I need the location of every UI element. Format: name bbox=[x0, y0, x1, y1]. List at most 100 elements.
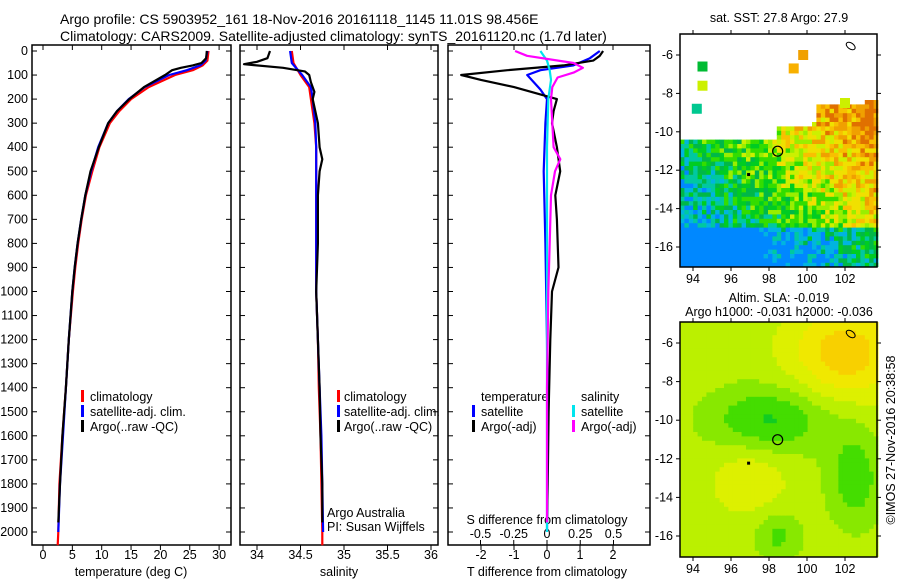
map-cell bbox=[869, 232, 874, 237]
map-cell bbox=[697, 183, 703, 189]
map-cell bbox=[873, 410, 879, 415]
map-cell bbox=[772, 335, 778, 340]
y-tick-label: 300 bbox=[7, 116, 28, 130]
map-cell bbox=[719, 405, 725, 411]
map-cell bbox=[816, 383, 822, 389]
map-cell bbox=[724, 414, 729, 420]
map-cell bbox=[869, 245, 874, 250]
map-cell bbox=[680, 254, 685, 259]
map-cell bbox=[829, 218, 835, 224]
map-cell bbox=[873, 205, 879, 211]
map-cell bbox=[847, 449, 852, 455]
map-lat-tick-label: -6 bbox=[662, 48, 673, 62]
map-cell bbox=[864, 511, 870, 516]
map-cell bbox=[719, 161, 725, 167]
map-cell bbox=[728, 157, 734, 162]
map-cell bbox=[825, 396, 830, 402]
map-cell bbox=[684, 366, 690, 371]
map-cell bbox=[869, 388, 874, 393]
map-cell bbox=[759, 520, 764, 525]
map-cell bbox=[781, 335, 786, 340]
map-cell bbox=[847, 476, 852, 481]
map-cell bbox=[732, 326, 738, 332]
map-cell bbox=[790, 240, 795, 246]
map-cell bbox=[842, 201, 848, 206]
map-cell bbox=[864, 366, 870, 371]
map-cell bbox=[864, 506, 870, 512]
map-cell bbox=[776, 480, 782, 486]
map-cell bbox=[737, 423, 742, 428]
map-cell bbox=[816, 262, 822, 267]
map-cell bbox=[842, 476, 848, 481]
map-cell bbox=[851, 410, 857, 415]
map-cell bbox=[746, 188, 751, 193]
map-cell bbox=[697, 348, 703, 354]
map-cell bbox=[816, 396, 822, 402]
map-cell bbox=[798, 374, 804, 380]
map-cell bbox=[873, 401, 879, 406]
map-cell bbox=[715, 361, 720, 367]
map-cell bbox=[790, 502, 795, 508]
map-cell bbox=[807, 170, 813, 176]
map-cell bbox=[816, 471, 822, 477]
map-cell bbox=[790, 414, 795, 420]
map-cell bbox=[737, 210, 742, 215]
x-tick-label: 15 bbox=[124, 548, 138, 562]
map-cell bbox=[706, 258, 712, 264]
map-cell bbox=[825, 427, 830, 433]
map-cell bbox=[842, 480, 848, 486]
map-cell bbox=[873, 528, 879, 534]
map-cell bbox=[763, 445, 769, 450]
map-cell bbox=[834, 423, 839, 428]
map-cell bbox=[772, 471, 778, 477]
map-cell bbox=[754, 467, 760, 472]
map-cell bbox=[807, 322, 813, 327]
map-cell bbox=[728, 344, 734, 349]
map-cell bbox=[728, 210, 734, 215]
map-cell bbox=[851, 445, 857, 450]
map-cell bbox=[856, 166, 861, 171]
map-cell bbox=[873, 130, 879, 136]
map-cell bbox=[803, 476, 808, 481]
map-cell bbox=[816, 166, 822, 171]
map-cell bbox=[728, 170, 734, 176]
map-cell bbox=[772, 511, 778, 516]
map-cell bbox=[825, 432, 830, 437]
map-cell bbox=[864, 462, 870, 468]
map-cell bbox=[834, 201, 839, 206]
map-cell bbox=[873, 546, 879, 552]
map-cell bbox=[702, 476, 707, 481]
map-cell bbox=[724, 405, 729, 411]
map-cell bbox=[706, 462, 712, 468]
map-cell bbox=[816, 484, 822, 490]
map-cell bbox=[838, 405, 844, 411]
map-cell bbox=[719, 410, 725, 415]
map-cell bbox=[812, 157, 817, 162]
map-cell bbox=[746, 524, 751, 530]
map-cell bbox=[684, 210, 690, 215]
map-cell bbox=[864, 524, 870, 530]
map-cell bbox=[812, 405, 817, 411]
map-cell bbox=[724, 179, 729, 184]
map-cell bbox=[781, 339, 786, 345]
map-cell bbox=[746, 405, 751, 411]
map-cell bbox=[798, 348, 804, 354]
map-cell bbox=[688, 524, 694, 530]
map-cell bbox=[741, 493, 747, 499]
map-cell bbox=[710, 493, 716, 499]
map-cell bbox=[719, 139, 725, 145]
map-cell bbox=[856, 471, 861, 477]
map-cell bbox=[737, 232, 742, 237]
map-cell bbox=[746, 392, 751, 398]
map-cell bbox=[820, 192, 826, 198]
map-cell bbox=[807, 254, 813, 259]
map-cell bbox=[706, 210, 712, 215]
map-cell bbox=[794, 214, 800, 220]
map-cell bbox=[768, 245, 773, 250]
map-cell bbox=[688, 339, 694, 345]
map-cell bbox=[864, 480, 870, 486]
map-cell bbox=[697, 458, 703, 464]
map-cell bbox=[816, 520, 822, 525]
map-cell bbox=[838, 166, 844, 171]
map-cell bbox=[785, 436, 791, 442]
